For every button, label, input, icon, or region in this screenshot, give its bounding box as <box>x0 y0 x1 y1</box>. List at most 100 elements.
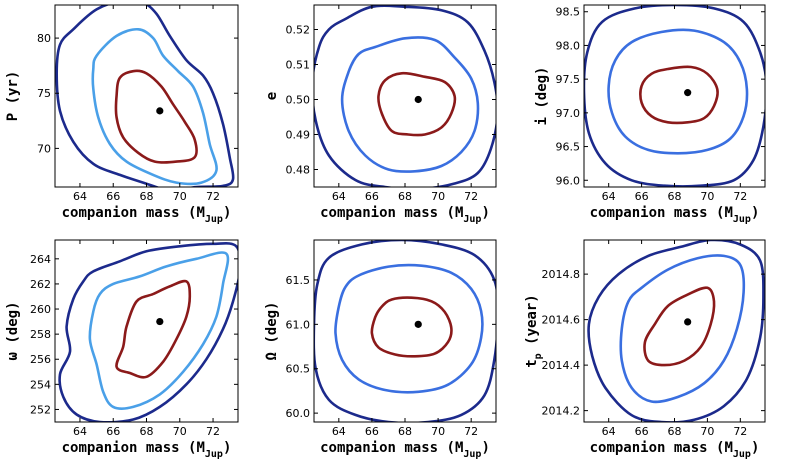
contours <box>55 5 235 187</box>
y-axis-label: P (yr) <box>5 71 21 122</box>
y-tick-label: 97.0 <box>556 107 581 120</box>
y-tick-label: 70 <box>37 142 51 155</box>
contour-1-sigma <box>643 286 716 367</box>
y-tick-label: 96.5 <box>556 141 581 154</box>
best-fit-point <box>156 107 164 115</box>
x-tick-label: 72 <box>464 425 478 438</box>
panel-tp: 64 66 68 70 72 2014.2 2014.4 2014.6 2014.8 compan… <box>524 239 766 460</box>
y-tick-label: 258 <box>30 328 51 341</box>
x-tick-label: 66 <box>365 190 379 203</box>
panel-P: 64 66 68 70 72 70 75 80 companion mass (MJup) P (… <box>5 4 239 225</box>
panel-Omega: 64 66 68 70 72 60.0 60.5 61.0 61.5 companion mass… <box>264 239 497 460</box>
best-fit-point <box>156 317 164 326</box>
y-tick-label: 256 <box>30 353 51 366</box>
y-tick-label: 80 <box>37 32 51 45</box>
x-tick-label: 72 <box>206 190 220 203</box>
y-tick-label: 0.49 <box>286 129 311 142</box>
x-tick-label: 70 <box>173 190 187 203</box>
contour-1-sigma <box>370 296 453 358</box>
contour-3-sigma <box>584 5 765 187</box>
contour-3-sigma <box>314 240 496 422</box>
x-tick-label: 72 <box>733 190 747 203</box>
x-tick-label: 66 <box>635 425 649 438</box>
x-tick-label: 64 <box>332 425 346 438</box>
axes-frame <box>313 239 497 423</box>
x-tick-label: 68 <box>398 190 412 203</box>
contour-3-sigma <box>314 5 496 187</box>
best-fit-point <box>684 89 692 97</box>
x-axis-label: companion mass (MJup) <box>590 440 760 460</box>
y-tick-label: 61.0 <box>286 318 311 331</box>
contour-2-sigma <box>88 251 230 410</box>
contours <box>314 240 496 422</box>
x-tick-label: 70 <box>700 425 714 438</box>
axes-frame <box>583 4 766 188</box>
x-tick-label: 70 <box>173 425 187 438</box>
y-tick-label: 262 <box>30 278 51 291</box>
contour-2-sigma <box>340 36 480 173</box>
y-axis-label: Ω (deg) <box>264 301 280 360</box>
x-tick-label: 64 <box>602 425 616 438</box>
y-tick-label: 2014.6 <box>542 314 581 327</box>
y-tick-label: 260 <box>30 303 51 316</box>
best-fit-point <box>414 95 422 104</box>
contour-1-sigma <box>377 71 457 137</box>
y-tick-label: 252 <box>30 403 51 416</box>
y-tick-label: 97.5 <box>556 73 581 86</box>
x-axis-label: companion mass (MJup) <box>320 440 490 460</box>
y-tick-label: 0.48 <box>286 164 311 177</box>
y-axis-label: tp (year) <box>524 294 544 367</box>
contours <box>587 240 765 422</box>
y-axis-label: e <box>264 92 280 100</box>
x-tick-label: 68 <box>140 425 154 438</box>
y-tick-label: 2014.8 <box>542 268 581 281</box>
x-tick-label: 70 <box>700 190 714 203</box>
y-tick-label: 60.0 <box>286 407 311 420</box>
contours <box>584 5 765 187</box>
x-tick-label: 68 <box>668 190 682 203</box>
x-tick-label: 66 <box>365 425 379 438</box>
x-tick-label: 64 <box>73 190 87 203</box>
y-tick-label: 98.5 <box>556 6 581 19</box>
contour-1-sigma <box>639 65 719 125</box>
x-tick-label: 70 <box>431 425 445 438</box>
contour-3-sigma <box>58 242 238 422</box>
contours <box>314 5 496 187</box>
contour-2-sigma <box>607 28 749 155</box>
y-tick-label: 61.5 <box>286 274 311 287</box>
x-tick-label: 68 <box>668 425 682 438</box>
contour-2-sigma <box>619 254 746 404</box>
x-tick-label: 72 <box>206 425 220 438</box>
y-tick-label: 0.51 <box>286 59 311 72</box>
panel-omega: 64 66 68 70 72 252 254 256 258 260 262 264 companion… <box>5 239 239 460</box>
x-axis-label: companion mass (MJup) <box>590 205 760 225</box>
x-tick-label: 64 <box>332 190 346 203</box>
contour-3-sigma <box>55 5 235 187</box>
x-tick-label: 64 <box>73 425 87 438</box>
contour-2-sigma <box>91 27 218 186</box>
x-axis-label: companion mass (MJup) <box>62 440 232 460</box>
x-tick-label: 72 <box>733 425 747 438</box>
x-tick-label: 64 <box>602 190 616 203</box>
contours <box>58 242 238 422</box>
y-tick-label: 96.0 <box>556 174 581 187</box>
x-tick-label: 66 <box>635 190 649 203</box>
best-fit-point <box>684 318 692 326</box>
y-tick-label: 60.5 <box>286 363 311 376</box>
y-axis-label: ω (deg) <box>5 301 21 360</box>
y-tick-label: 254 <box>30 378 51 391</box>
best-fit-point <box>414 320 422 328</box>
x-tick-label: 72 <box>464 190 478 203</box>
contour-1-sigma <box>115 279 192 379</box>
x-tick-label: 68 <box>398 425 412 438</box>
y-axis-label: i (deg) <box>534 66 550 125</box>
x-tick-label: 68 <box>140 190 154 203</box>
y-tick-label: 2014.4 <box>542 359 581 372</box>
contour-2-sigma <box>334 263 484 394</box>
y-tick-label: 0.50 <box>286 94 311 107</box>
x-tick-label: 66 <box>106 425 120 438</box>
contour-1-sigma <box>114 69 198 164</box>
panel-e: 64 66 68 70 72 0.48 0.49 0.50 0.51 0.52 companion … <box>264 4 497 225</box>
x-axis-label: companion mass (MJup) <box>62 205 232 225</box>
